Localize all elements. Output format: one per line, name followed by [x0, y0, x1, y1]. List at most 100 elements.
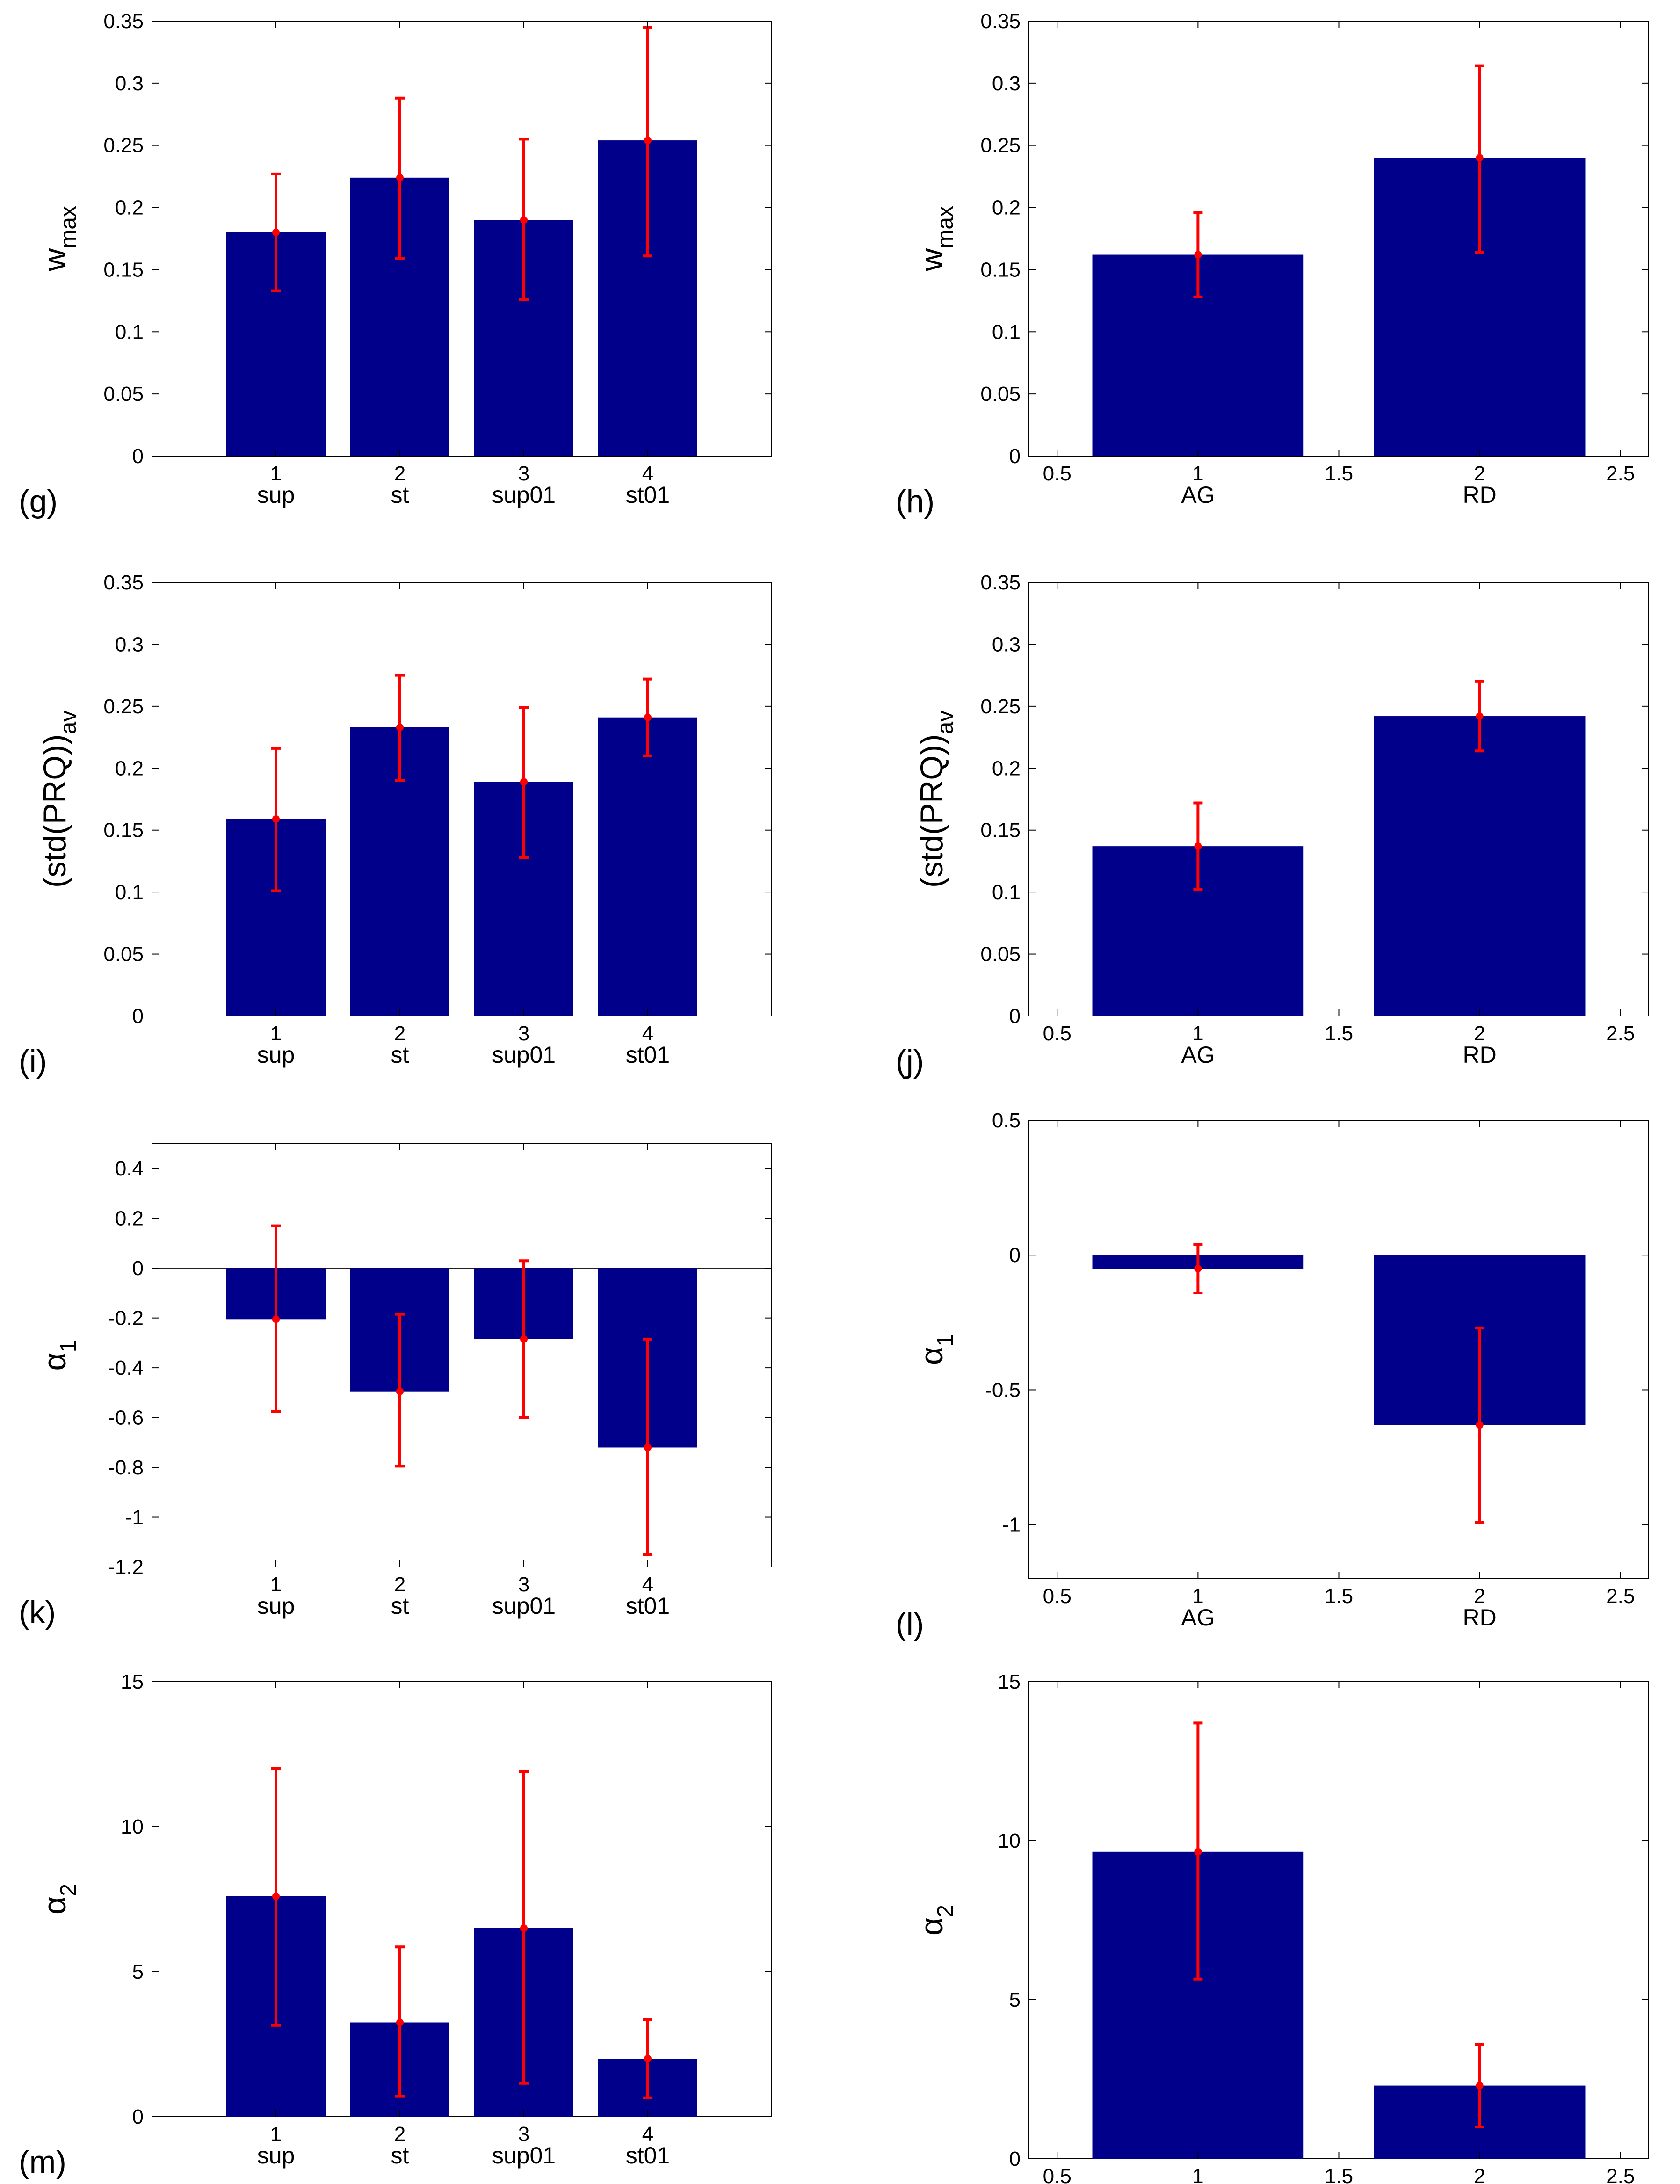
bar-rd	[1374, 716, 1586, 1016]
x-tick-label: 2	[394, 462, 406, 485]
panel-label: (l)	[896, 1606, 924, 1642]
y-tick-label: 0.05	[103, 943, 144, 966]
error-mean-marker	[272, 1315, 280, 1323]
panel-1: 0 0.05 0.1 0.15 0.2 0.25 0.3 0.35 0.5 1 1.5 2 2.5 AG R…	[896, 10, 1649, 519]
x-tick-label: 0.5	[1043, 2165, 1072, 2184]
y-tick-label: 0.2	[115, 757, 144, 780]
y-tick-label: -0.2	[108, 1307, 144, 1330]
x-tick-label: 1	[270, 462, 282, 485]
error-bar-st	[395, 674, 405, 782]
y-tick-label: 0.3	[992, 72, 1021, 95]
error-bar-sup01	[519, 706, 529, 859]
category-label: st01	[626, 482, 670, 508]
x-tick-label: 1	[1192, 462, 1203, 485]
x-tick-label: 2.5	[1606, 1585, 1635, 1608]
x-tick-label: 1.5	[1325, 462, 1353, 485]
y-tick-label: 15	[121, 1670, 144, 1693]
category-label: RD	[1463, 482, 1497, 508]
y-tick-label: 0.1	[115, 881, 144, 904]
error-mean-marker	[1476, 712, 1484, 720]
error-bar-rd	[1475, 64, 1484, 254]
y-tick-label: 0.3	[992, 633, 1021, 656]
category-label: sup01	[492, 482, 556, 508]
y-tick-label: 5	[132, 1960, 144, 1983]
error-mean-marker	[520, 1924, 528, 1932]
y-axis-label-main: (std(PRQ))	[914, 734, 949, 888]
y-tick-label: 15	[998, 1670, 1021, 1693]
panel-label: (k)	[19, 1595, 56, 1630]
category-label: AG	[1181, 1042, 1215, 1068]
error-bar-rd	[1475, 1326, 1484, 1524]
y-tick-label: -0.8	[108, 1456, 144, 1479]
y-tick-label: 0.1	[992, 320, 1021, 343]
category-label: sup01	[492, 2142, 556, 2169]
y-axis-label: (std(PRQ))av	[914, 711, 958, 888]
category-label: sup01	[492, 1593, 556, 1619]
y-tick-label: 0.05	[980, 383, 1021, 406]
error-mean-marker	[272, 228, 280, 236]
x-tick-label: 2.5	[1606, 2165, 1635, 2184]
panel-0: 0 0.05 0.1 0.15 0.2 0.25 0.3 0.35 1 2 3 4 sup st sup01…	[19, 10, 772, 519]
x-tick-label: 1	[270, 1022, 282, 1045]
y-tick-label: 0	[1009, 1244, 1021, 1267]
category-label: sup	[257, 1042, 295, 1068]
x-tick-label: 3	[518, 462, 529, 485]
y-tick-label: 0.25	[980, 134, 1021, 157]
y-axis-label: wmax	[37, 206, 81, 272]
y-tick-label: -0.6	[108, 1407, 144, 1429]
x-tick-label: 2	[1474, 462, 1485, 485]
y-tick-label: -1.2	[108, 1556, 144, 1579]
y-tick-label: 0.35	[103, 10, 144, 33]
x-tick-label: 4	[642, 462, 653, 485]
error-bar-st01	[643, 1337, 652, 1556]
bar-st01	[598, 717, 697, 1016]
error-mean-marker	[396, 723, 404, 731]
category-label: sup	[257, 482, 295, 508]
y-tick-label: 10	[121, 1815, 144, 1838]
error-mean-marker	[1476, 154, 1484, 162]
y-tick-label: 0.05	[103, 383, 144, 406]
y-axis-label-subscript: 2	[56, 1884, 81, 1896]
y-axis-label-main: w	[37, 248, 72, 272]
x-tick-label: 0.5	[1043, 462, 1072, 485]
x-tick-label: 3	[518, 2123, 529, 2146]
x-tick-label: 1.5	[1325, 1585, 1353, 1608]
x-tick-label: 2.5	[1606, 462, 1635, 485]
category-label: st01	[626, 1042, 670, 1068]
y-axis-label: (std(PRQ))av	[37, 711, 81, 888]
y-tick-label: 0.25	[980, 695, 1021, 718]
y-tick-label: 0	[132, 1005, 144, 1028]
y-tick-label: -0.5	[985, 1379, 1021, 1401]
category-label: st	[391, 2142, 409, 2169]
error-bar-st01	[643, 677, 652, 757]
error-bar-rd	[1475, 2043, 1484, 2128]
plot-frame	[152, 1681, 772, 2117]
error-mean-marker	[644, 2055, 652, 2062]
error-bar-rd	[1475, 680, 1484, 753]
y-tick-label: 0.3	[115, 72, 144, 95]
error-bar-sup	[271, 1224, 281, 1413]
x-tick-label: 1	[270, 1573, 282, 1596]
error-bar-sup01	[519, 1770, 529, 2085]
category-label: AG	[1181, 482, 1215, 508]
error-bar-st	[395, 1945, 405, 2098]
error-mean-marker	[396, 1387, 404, 1395]
y-tick-label: -1	[125, 1506, 144, 1529]
error-bar-ag	[1193, 1721, 1203, 1981]
error-bar-ag	[1193, 211, 1203, 298]
x-tick-label: 1	[1192, 1585, 1203, 1608]
y-tick-label: 0.05	[980, 943, 1021, 966]
error-bar-st	[395, 1313, 405, 1468]
y-axis-label-main: w	[914, 248, 949, 272]
plot-frame	[152, 21, 772, 457]
error-mean-marker	[1194, 1265, 1202, 1273]
panel-3: 0 0.05 0.1 0.15 0.2 0.25 0.3 0.35 0.5 1 1.5 2 2.5 AG R…	[896, 571, 1649, 1079]
error-bar-ag	[1193, 801, 1203, 891]
x-tick-label: 0.5	[1043, 1585, 1072, 1608]
y-tick-label: 0.15	[103, 258, 144, 281]
category-label: RD	[1463, 1042, 1497, 1068]
error-mean-marker	[1476, 1421, 1484, 1429]
y-axis-label-subscript: 1	[933, 1334, 958, 1347]
